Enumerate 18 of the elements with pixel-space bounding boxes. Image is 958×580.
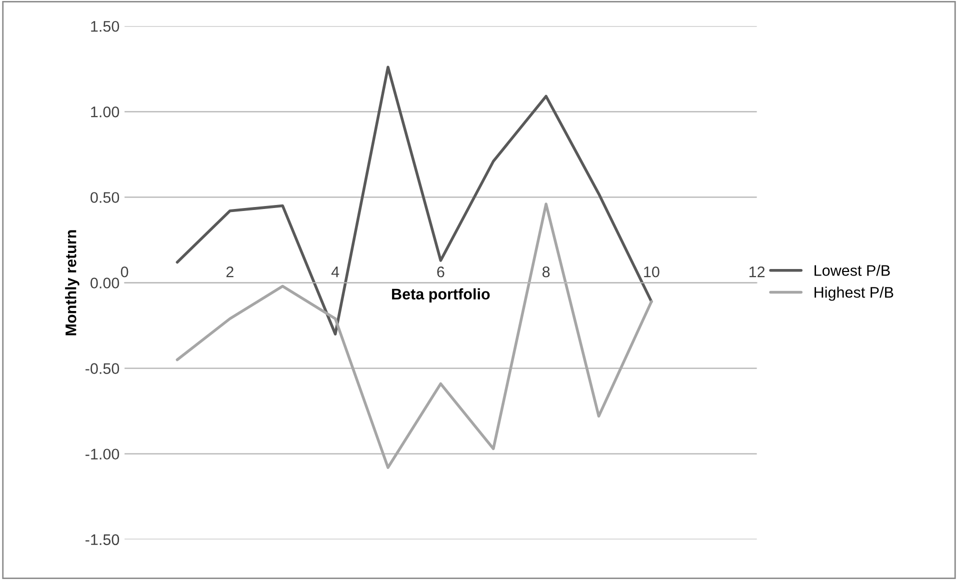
x-tick-label: 2 [226,266,234,278]
x-tick-label: 0 [120,266,128,278]
x-tick-label: 12 [749,266,765,278]
y-tick-label: 1.00 [91,106,120,118]
x-tick-label: 6 [437,266,444,278]
legend-label: Highest P/B [814,286,894,301]
y-tick-label: 0.00 [90,278,120,288]
y-tick-label: -1.50 [86,534,120,546]
x-tick-label: 10 [644,266,660,278]
y-tick-label: -1.00 [86,448,120,460]
x-tick-label: 8 [542,266,550,278]
x-tick-label: 4 [331,266,340,278]
y-tick-label: 1.50 [91,20,120,32]
y-tick-label: 0.50 [90,192,120,203]
legend-label: Lowest P/B [814,264,890,276]
y-axis-title: Monthly return [65,230,80,336]
x-axis-title: Beta portfolio [392,288,490,303]
y-tick-label: -0.50 [86,363,120,374]
